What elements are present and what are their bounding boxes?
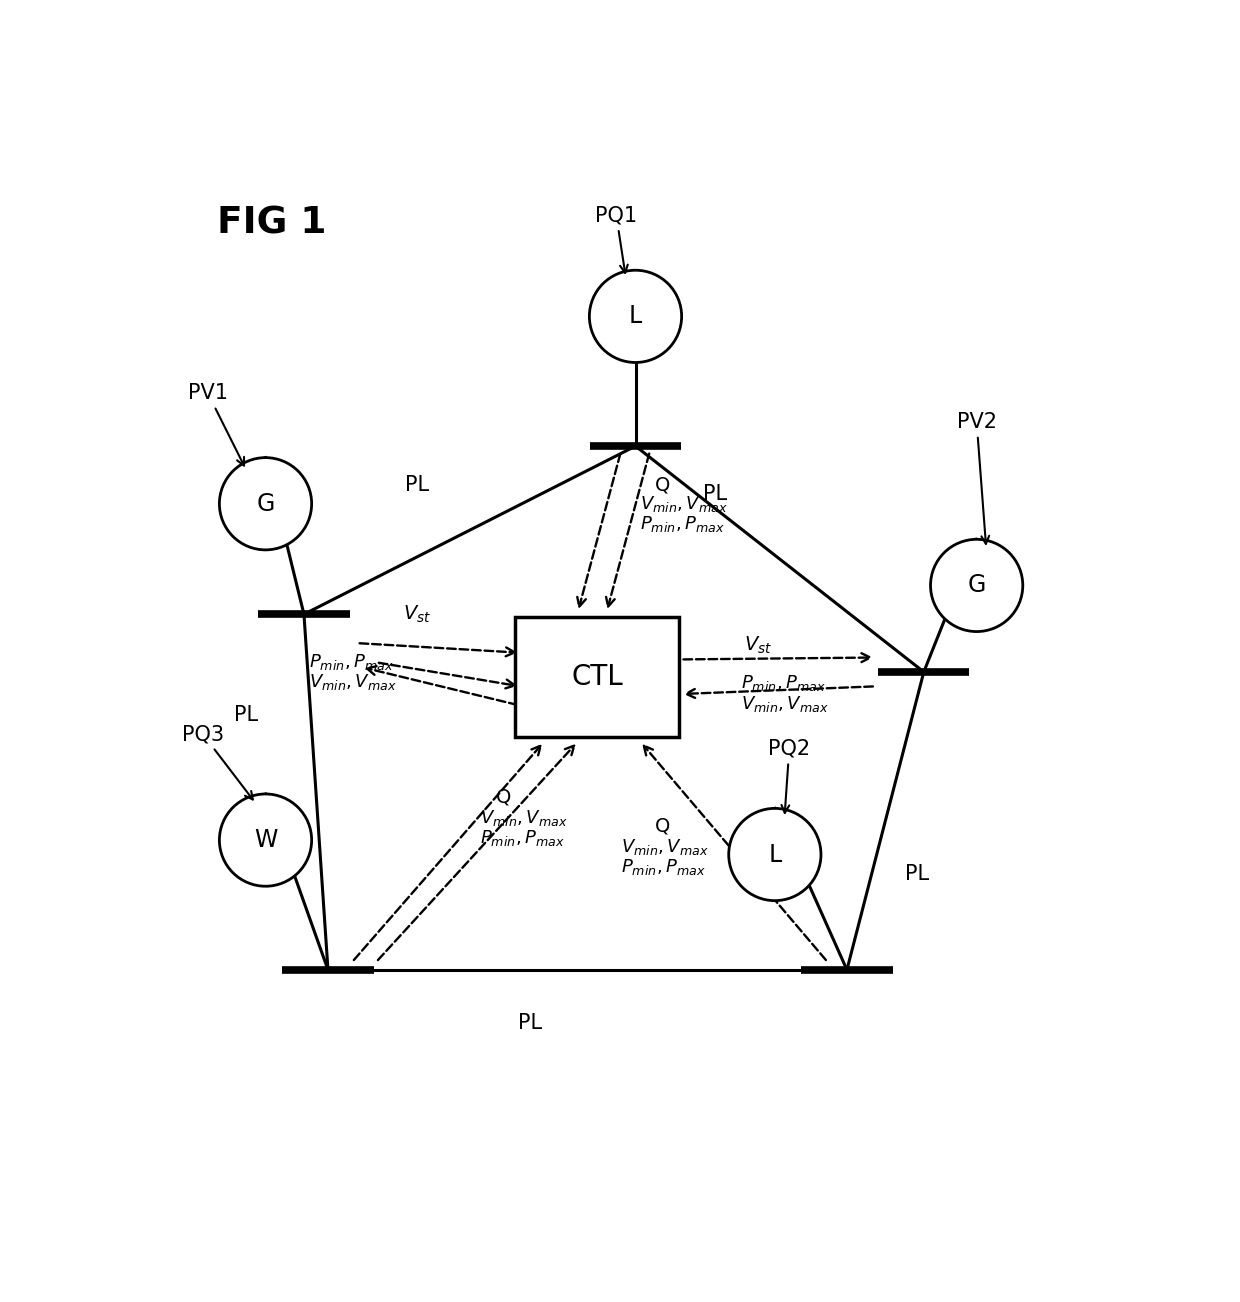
Text: $V_{st}$: $V_{st}$ xyxy=(744,634,773,656)
Text: G: G xyxy=(257,492,275,516)
Bar xyxy=(516,617,678,737)
Text: $P_{min},P_{max}$: $P_{min},P_{max}$ xyxy=(621,857,706,878)
Circle shape xyxy=(219,794,311,887)
Text: PQ3: PQ3 xyxy=(182,724,253,799)
Text: L: L xyxy=(769,842,781,867)
Text: $P_{min},P_{max}$: $P_{min},P_{max}$ xyxy=(480,828,564,848)
Text: PV2: PV2 xyxy=(956,411,997,544)
Text: PV1: PV1 xyxy=(187,383,244,466)
Circle shape xyxy=(930,539,1023,631)
Circle shape xyxy=(219,457,311,549)
Text: $P_{min},P_{max}$: $P_{min},P_{max}$ xyxy=(640,514,725,534)
Text: L: L xyxy=(629,305,642,328)
Text: FIG 1: FIG 1 xyxy=(217,206,327,242)
Text: Q: Q xyxy=(655,475,670,493)
Text: PQ1: PQ1 xyxy=(595,206,637,273)
Text: CTL: CTL xyxy=(572,663,622,691)
Text: $P_{min},P_{max}$: $P_{min},P_{max}$ xyxy=(309,652,393,672)
Text: $P_{min},P_{max}$: $P_{min},P_{max}$ xyxy=(742,673,826,694)
Text: Q: Q xyxy=(655,816,670,835)
Text: PQ2: PQ2 xyxy=(769,738,810,812)
Text: $V_{min},V_{max}$: $V_{min},V_{max}$ xyxy=(742,694,828,713)
Text: Q: Q xyxy=(496,788,512,806)
Text: PL: PL xyxy=(518,1013,542,1032)
Text: $V_{min},V_{max}$: $V_{min},V_{max}$ xyxy=(621,837,709,857)
Text: G: G xyxy=(967,573,986,598)
Text: $V_{min},V_{max}$: $V_{min},V_{max}$ xyxy=(480,809,568,828)
Text: $V_{min},V_{max}$: $V_{min},V_{max}$ xyxy=(640,493,728,514)
Text: PL: PL xyxy=(404,474,429,495)
Text: $V_{min},V_{max}$: $V_{min},V_{max}$ xyxy=(309,673,397,693)
Text: $V_{st}$: $V_{st}$ xyxy=(403,604,432,625)
Text: PL: PL xyxy=(234,706,258,725)
Text: PL: PL xyxy=(703,484,727,504)
Text: W: W xyxy=(254,828,278,852)
Circle shape xyxy=(589,271,682,362)
Circle shape xyxy=(729,809,821,901)
Text: PL: PL xyxy=(905,863,929,884)
